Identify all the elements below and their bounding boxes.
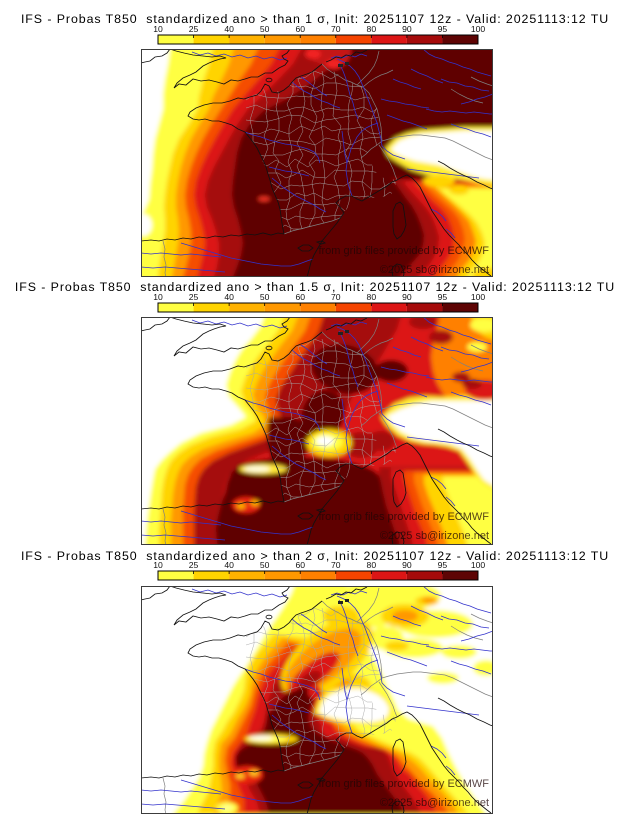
svg-text:25: 25 <box>189 24 199 34</box>
svg-text:from grib files provided by EC: from grib files provided by ECMWF <box>318 778 489 790</box>
svg-text:40: 40 <box>224 560 234 570</box>
svg-text:50: 50 <box>260 292 270 302</box>
svg-text:from grib files provided by EC: from grib files provided by ECMWF <box>318 511 489 523</box>
svg-text:25: 25 <box>189 292 199 302</box>
svg-text:90: 90 <box>402 292 412 302</box>
svg-text:10: 10 <box>153 560 163 570</box>
svg-text:50: 50 <box>260 24 270 34</box>
svg-text:©2025 sb@irizone.net: ©2025 sb@irizone.net <box>380 530 489 542</box>
svg-text:10: 10 <box>153 292 163 302</box>
svg-text:80: 80 <box>367 292 377 302</box>
svg-text:80: 80 <box>367 560 377 570</box>
svg-text:50: 50 <box>260 560 270 570</box>
svg-text:90: 90 <box>402 560 412 570</box>
svg-text:10: 10 <box>153 24 163 34</box>
svg-text:from grib files provided by EC: from grib files provided by ECMWF <box>318 245 489 257</box>
svg-text:60: 60 <box>295 560 305 570</box>
svg-text:70: 70 <box>331 292 341 302</box>
svg-text:80: 80 <box>367 24 377 34</box>
svg-text:70: 70 <box>331 24 341 34</box>
svg-text:40: 40 <box>224 24 234 34</box>
svg-text:95: 95 <box>438 292 448 302</box>
svg-text:70: 70 <box>331 560 341 570</box>
svg-text:40: 40 <box>224 292 234 302</box>
svg-text:60: 60 <box>295 24 305 34</box>
svg-text:25: 25 <box>189 560 199 570</box>
svg-text:90: 90 <box>402 24 412 34</box>
svg-text:100: 100 <box>471 560 486 570</box>
svg-text:60: 60 <box>295 292 305 302</box>
svg-text:95: 95 <box>438 560 448 570</box>
svg-text:100: 100 <box>471 292 486 302</box>
svg-text:©2025 sb@irizone.net: ©2025 sb@irizone.net <box>380 797 489 809</box>
svg-text:95: 95 <box>438 24 448 34</box>
svg-text:©2025 sb@irizone.net: ©2025 sb@irizone.net <box>380 264 489 276</box>
svg-text:100: 100 <box>471 24 486 34</box>
